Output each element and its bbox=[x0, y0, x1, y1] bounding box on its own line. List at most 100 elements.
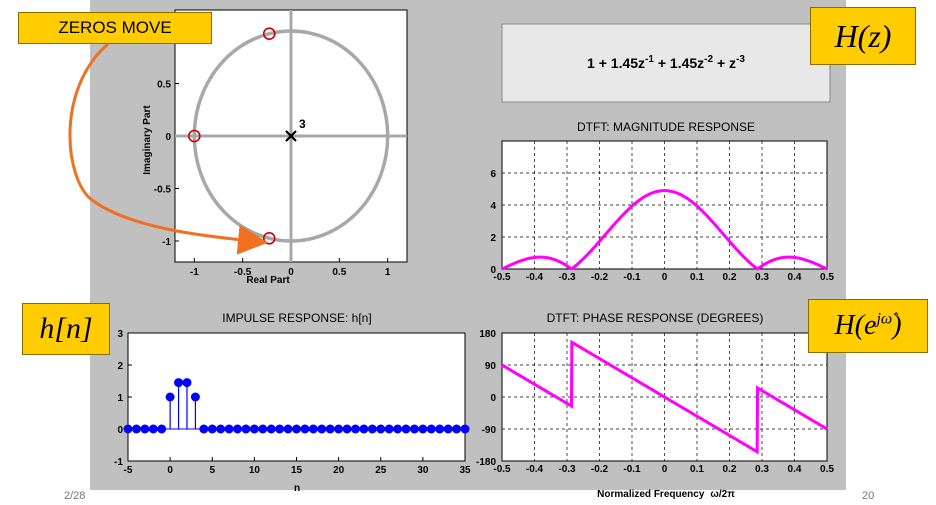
imp-xtick-label: 5 bbox=[209, 465, 215, 476]
impulse-point bbox=[384, 424, 394, 434]
impulse-point bbox=[283, 424, 293, 434]
footer-left: 2/28 bbox=[64, 490, 86, 502]
impulse-point bbox=[148, 424, 158, 434]
pole-zero-ticks: -1 -0.5 0 0.5 1 -1 -0.5 0 0.5 bbox=[154, 80, 391, 279]
impulse-point bbox=[460, 424, 470, 434]
imp-ytick-label: 0 bbox=[117, 425, 123, 436]
magnitude-plot: DTFT: MAGNITUDE RESPONSE -0.5 -0.4 -0.3 -0.… bbox=[490, 120, 834, 283]
impulse-point bbox=[174, 378, 184, 388]
impulse-point bbox=[418, 424, 428, 434]
mag-ytick-label: 2 bbox=[490, 233, 496, 244]
phase-ticks: -0.5 -0.4 -0.3 -0.2 -0.1 0 0.1 0.2 0.3 0.4 0.5 -180… bbox=[476, 329, 834, 475]
magnitude-title: DTFT: MAGNITUDE RESPONSE bbox=[577, 120, 755, 134]
transfer-function-box: 1 + 1.45z-1 + 1.45z-2 + z-3 bbox=[501, 23, 831, 103]
mag-ytick-label: 4 bbox=[490, 201, 496, 212]
ph-xtick-label: 0.2 bbox=[723, 464, 737, 475]
phase-curve bbox=[501, 339, 828, 455]
hz-callout: H(z) bbox=[810, 7, 916, 65]
ph-xtick-label: 0.3 bbox=[755, 464, 769, 475]
hejw-callout: H(ejω̂) bbox=[808, 299, 928, 353]
pz-xtick-label: 1 bbox=[385, 267, 391, 278]
imp-ytick-label: 1 bbox=[117, 393, 123, 404]
pz-xtick-label: 0.5 bbox=[332, 267, 346, 278]
ph-xtick-label: 0.1 bbox=[690, 464, 704, 475]
ph-xtick-label: -0.5 bbox=[493, 464, 511, 475]
mag-ytick-label: 6 bbox=[490, 169, 496, 180]
impulse-point bbox=[359, 424, 369, 434]
imp-xtick-label: 0 bbox=[167, 465, 173, 476]
mag-xtick-label: 0.4 bbox=[788, 272, 802, 283]
pole-zero-content: 3 bbox=[175, 10, 407, 262]
magnitude-ticks: -0.5 -0.4 -0.3 -0.2 -0.1 0 0.1 0.2 0.3 0.4 0.5 0 2 4 6 bbox=[490, 169, 834, 283]
ph-xtick-label: -0.4 bbox=[526, 464, 544, 475]
imp-ytick-label: -1 bbox=[114, 457, 123, 468]
impulse-ticks: -5 0 5 10 15 20 25 30 35 -1 0 1 2 3 bbox=[114, 329, 471, 476]
pole-zero-xlabel: Real Part bbox=[246, 275, 290, 286]
impulse-point bbox=[258, 424, 268, 434]
formula-exp-1: -1 bbox=[645, 54, 654, 65]
phase-xlabel-symbol: ω/2π bbox=[710, 489, 735, 500]
pole-marker bbox=[285, 130, 297, 142]
impulse-point bbox=[140, 424, 150, 434]
impulse-point bbox=[350, 424, 360, 434]
mag-xtick-label: -0.4 bbox=[526, 272, 544, 283]
phase-title: DTFT: PHASE RESPONSE (DEGREES) bbox=[547, 311, 764, 325]
zero-marker bbox=[262, 27, 276, 41]
impulse-point bbox=[443, 424, 453, 434]
imp-ytick-label: 3 bbox=[117, 329, 123, 340]
formula-exp-3: -3 bbox=[736, 54, 745, 65]
formula-term-2: + 1.45z bbox=[654, 55, 704, 71]
magnitude-curve bbox=[501, 189, 828, 271]
impulse-point bbox=[233, 424, 243, 434]
zeros-move-arrow bbox=[68, 42, 268, 255]
ph-xtick-label: -0.2 bbox=[591, 464, 609, 475]
impulse-plot: IMPULSE RESPONSE: h[n] -5 0 5 10 15 20 25 30 35-… bbox=[114, 311, 471, 494]
impulse-point bbox=[376, 424, 386, 434]
hn-callout: h[n] bbox=[22, 303, 110, 355]
formula-term-1: 1 + 1.45z bbox=[587, 55, 645, 71]
ph-xtick-label: 0.4 bbox=[788, 464, 802, 475]
imp-xtick-label: 30 bbox=[417, 465, 429, 476]
impulse-point bbox=[367, 424, 377, 434]
phase-xlabel-text: Normalized Frequency bbox=[597, 489, 705, 500]
transfer-function-formula: 1 + 1.45z-1 + 1.45z-2 + z-3 bbox=[587, 54, 745, 71]
pz-ytick-label: -0.5 bbox=[154, 185, 172, 196]
formula-term-3: + z bbox=[713, 55, 736, 71]
ph-xtick-label: -0.1 bbox=[623, 464, 641, 475]
mag-xtick-label: -0.1 bbox=[623, 272, 641, 283]
impulse-point bbox=[409, 424, 419, 434]
transfer-function-frame bbox=[501, 23, 831, 103]
impulse-point bbox=[123, 424, 133, 434]
impulse-point bbox=[157, 424, 167, 434]
phase-plot: DTFT: PHASE RESPONSE (DEGREES) -0.5 -0.4 -… bbox=[476, 311, 834, 500]
mag-xtick-label: -0.5 bbox=[493, 272, 511, 283]
imp-xtick-label: 10 bbox=[249, 465, 261, 476]
pole-zero-ylabel: Imaginary Part bbox=[142, 105, 153, 175]
impulse-point bbox=[165, 392, 175, 402]
impulse-point bbox=[199, 424, 209, 434]
impulse-point bbox=[317, 424, 327, 434]
ph-ytick-label: 90 bbox=[485, 361, 497, 372]
mag-xtick-label: 0.2 bbox=[723, 272, 737, 283]
ph-ytick-label: -90 bbox=[482, 425, 497, 436]
impulse-point bbox=[426, 424, 436, 434]
pole-zero-plot: -1 -0.5 0 0.5 1 -1 -0.5 0 0.5 3 Real Part Imagin… bbox=[142, 9, 408, 286]
pz-xtick-label: -0.5 bbox=[234, 267, 252, 278]
mag-xtick-label: -0.3 bbox=[558, 272, 576, 283]
ph-ytick-label: 180 bbox=[479, 329, 496, 340]
pz-unit-circle bbox=[192, 29, 390, 243]
pz-ytick-label: 0 bbox=[165, 132, 171, 143]
ph-xtick-label: 0 bbox=[662, 464, 668, 475]
impulse-point bbox=[452, 424, 462, 434]
zeros-move-text: ZEROS MOVE bbox=[58, 18, 172, 37]
impulse-point bbox=[266, 424, 276, 434]
impulse-point bbox=[249, 424, 259, 434]
ph-xtick-label: 0.5 bbox=[820, 464, 834, 475]
imp-xtick-label: -5 bbox=[124, 465, 133, 476]
mag-xtick-label: 0 bbox=[662, 272, 668, 283]
impulse-xlabel: n bbox=[294, 483, 300, 494]
hejw-text: H(ejω̂) bbox=[834, 310, 902, 341]
impulse-point bbox=[325, 424, 335, 434]
pz-ytick-label: 0.5 bbox=[157, 80, 171, 91]
mag-xtick-label: 0.5 bbox=[820, 272, 834, 283]
